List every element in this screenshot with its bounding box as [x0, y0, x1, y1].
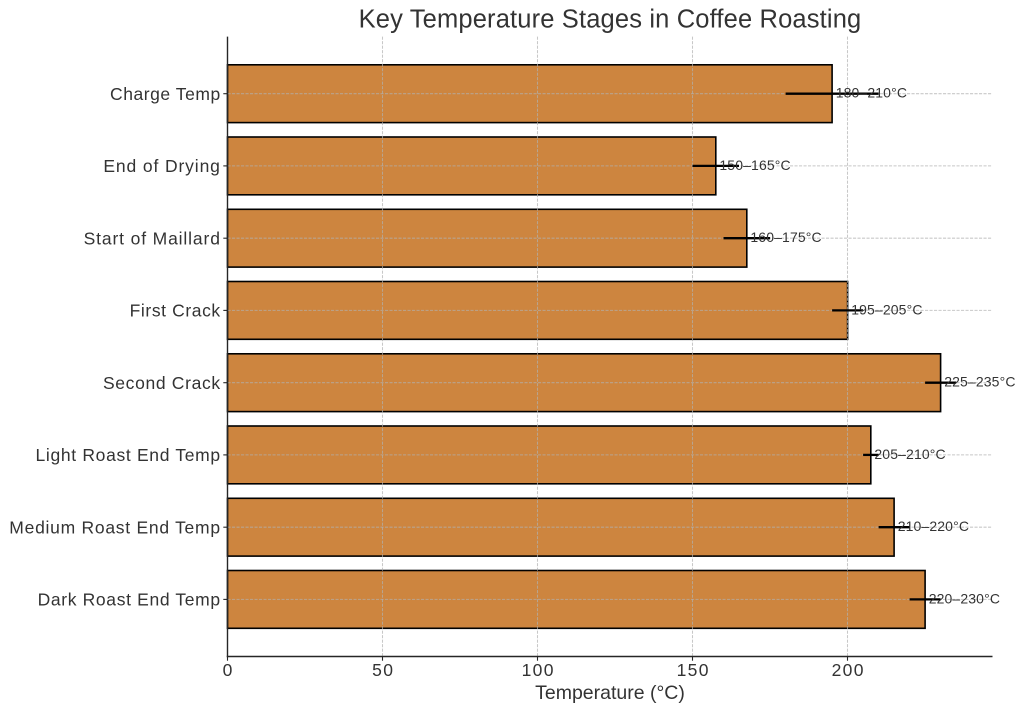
svg-text:50: 50 — [372, 660, 394, 680]
svg-text:Light Roast End Temp: Light Roast End Temp — [36, 445, 221, 465]
svg-text:First Crack: First Crack — [130, 301, 221, 321]
svg-text:150: 150 — [677, 660, 710, 680]
svg-text:Medium Roast End Temp: Medium Roast End Temp — [9, 517, 221, 537]
svg-text:205–210°C: 205–210°C — [874, 446, 945, 462]
svg-text:220–230°C: 220–230°C — [929, 590, 1000, 606]
svg-text:Charge Temp: Charge Temp — [110, 84, 221, 104]
svg-text:225–235°C: 225–235°C — [944, 374, 1015, 390]
svg-text:100: 100 — [522, 660, 555, 680]
svg-text:195–205°C: 195–205°C — [851, 301, 922, 317]
svg-text:180–210°C: 180–210°C — [836, 85, 907, 101]
svg-text:Key Temperature Stages in Coff: Key Temperature Stages in Coffee Roastin… — [359, 5, 862, 33]
svg-text:Temperature (°C): Temperature (°C) — [535, 682, 685, 704]
svg-text:Dark Roast End Temp: Dark Roast End Temp — [38, 590, 221, 610]
svg-text:210–220°C: 210–220°C — [898, 518, 969, 534]
svg-text:End of Drying: End of Drying — [103, 156, 220, 176]
svg-text:Start of Maillard: Start of Maillard — [84, 228, 221, 248]
svg-text:150–165°C: 150–165°C — [719, 157, 790, 173]
svg-text:160–175°C: 160–175°C — [750, 229, 821, 245]
svg-text:200: 200 — [832, 660, 865, 680]
svg-text:Second Crack: Second Crack — [103, 373, 221, 393]
svg-text:0: 0 — [223, 660, 234, 680]
